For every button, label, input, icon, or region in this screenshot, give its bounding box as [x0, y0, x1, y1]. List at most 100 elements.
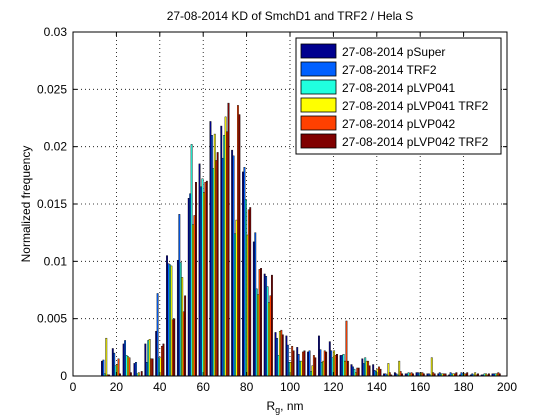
- x-tick-label: 120: [323, 380, 343, 394]
- bar: [393, 372, 396, 377]
- bar: [280, 329, 283, 377]
- bar: [352, 366, 354, 377]
- x-tick-label: 40: [153, 380, 167, 394]
- bar: [181, 277, 184, 377]
- bar: [176, 259, 179, 377]
- bar-series: [101, 102, 501, 377]
- bar: [113, 352, 116, 377]
- bar: [232, 155, 235, 377]
- bar: [227, 102, 230, 377]
- bar: [122, 343, 125, 377]
- bar: [323, 350, 326, 377]
- bar: [320, 362, 323, 377]
- bar: [156, 293, 159, 377]
- bar: [415, 372, 418, 377]
- bar: [151, 358, 154, 377]
- bar: [133, 363, 136, 377]
- bar: [258, 269, 261, 377]
- bar: [356, 367, 359, 377]
- bar: [182, 311, 185, 377]
- bar: [368, 365, 371, 377]
- bar: [342, 354, 345, 377]
- y-tick-label: 0.01: [44, 254, 68, 268]
- bar: [398, 360, 401, 377]
- bar: [205, 180, 208, 377]
- legend-swatch: [300, 79, 337, 95]
- y-tick-label: 0.025: [37, 82, 67, 96]
- bar: [148, 339, 151, 377]
- bar: [318, 335, 320, 377]
- bar: [438, 372, 441, 377]
- bar: [150, 358, 153, 377]
- bar: [189, 193, 192, 377]
- x-tick-label: 60: [197, 380, 211, 394]
- bar: [204, 182, 207, 377]
- bar: [238, 114, 241, 377]
- bar: [117, 358, 120, 377]
- bar: [357, 367, 360, 377]
- bar: [430, 357, 433, 377]
- bar: [341, 355, 344, 377]
- bar: [497, 372, 500, 377]
- x-tick-label: 0: [70, 380, 77, 394]
- y-tick-label: 0.005: [37, 312, 67, 326]
- bar: [407, 372, 410, 377]
- bar: [310, 371, 312, 377]
- bar: [297, 354, 300, 377]
- bar: [263, 273, 266, 377]
- bar: [236, 105, 239, 377]
- bar: [244, 199, 247, 377]
- bar: [346, 360, 349, 377]
- y-tick-label: 0.015: [37, 197, 67, 211]
- bar: [372, 364, 375, 377]
- bar: [105, 337, 108, 377]
- bar: [302, 351, 304, 377]
- bar: [345, 320, 348, 377]
- bar: [161, 345, 163, 377]
- bar: [171, 319, 174, 377]
- bar: [213, 133, 216, 377]
- legend-swatch: [300, 43, 337, 59]
- x-axis-label-unit: , nm: [280, 399, 303, 413]
- bar: [144, 343, 147, 377]
- bar: [254, 232, 257, 377]
- bar: [173, 318, 176, 377]
- legend-swatch: [300, 61, 337, 77]
- bar: [474, 372, 477, 377]
- bar: [192, 224, 194, 377]
- bar: [190, 144, 193, 377]
- bar: [353, 368, 356, 377]
- bar: [101, 360, 103, 377]
- axis-ticks: [72, 31, 508, 377]
- bar: [137, 372, 140, 377]
- legend-swatch: [300, 115, 337, 131]
- bar: [255, 288, 258, 377]
- bar: [128, 357, 131, 377]
- bar: [379, 368, 382, 377]
- bar: [111, 348, 114, 377]
- bar: [265, 276, 268, 377]
- bar: [336, 354, 338, 377]
- y-tick-label: 0: [60, 369, 67, 383]
- bar: [300, 360, 303, 377]
- bar: [350, 364, 353, 377]
- x-axis-label: Rg, nm: [266, 399, 303, 415]
- legend-entry: 27-08-2014 pLVP041: [342, 81, 456, 95]
- bar: [378, 366, 380, 377]
- bar: [274, 332, 277, 377]
- bar: [169, 264, 171, 377]
- bar: [193, 215, 196, 377]
- bar: [303, 350, 306, 377]
- bar: [266, 286, 269, 377]
- bar: [124, 340, 127, 377]
- bar: [223, 134, 226, 377]
- bar: [179, 262, 182, 377]
- bar: [311, 365, 314, 377]
- bar: [460, 372, 463, 377]
- bar: [252, 241, 255, 377]
- bar: [209, 121, 212, 377]
- bar: [364, 357, 367, 377]
- x-axis-label-main: R: [266, 399, 275, 413]
- bar: [455, 372, 458, 377]
